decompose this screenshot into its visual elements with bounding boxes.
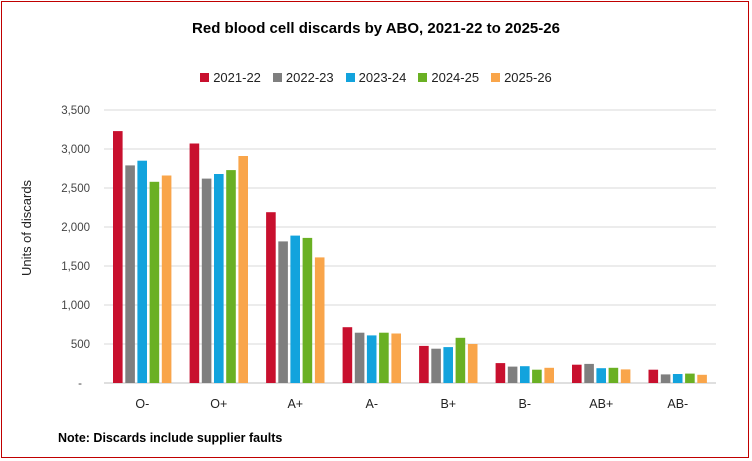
legend-swatch [272, 73, 282, 82]
bar-A+-2024-25 [302, 237, 313, 383]
bar-A+-2021-22 [266, 212, 276, 383]
bar-B--2025-26 [544, 367, 554, 383]
bar-AB--2021-22 [648, 369, 659, 383]
bar-B--2022-23 [507, 366, 518, 383]
bar-O+-2022-23 [201, 178, 212, 383]
x-axis-categories: O- O+ A+ A- B+ B- AB+ AB- [135, 397, 688, 411]
x-category-label: A+ [287, 397, 303, 411]
y-axis-ticks: - 500 1,000 1,500 2,000 2,500 3,000 3,500 [61, 105, 90, 390]
bar-AB--2025-26 [697, 374, 707, 383]
legend-label: 2025-26 [504, 70, 552, 85]
y-tick-label: 1,500 [61, 261, 90, 273]
legend-item-2025-26: 2025-26 [491, 70, 552, 85]
bar-AB+-2021-22 [572, 364, 582, 383]
legend-item-2021-22: 2021-22 [200, 70, 261, 85]
y-tick-label: 500 [71, 339, 90, 351]
bar-O--2025-26 [161, 175, 172, 383]
x-category-label: O+ [210, 397, 227, 411]
legend-label: 2024-25 [431, 70, 480, 85]
bar-AB+-2025-26 [620, 369, 631, 383]
bar-B+-2023-24 [443, 347, 453, 383]
bar-B--2024-25 [532, 369, 542, 383]
bar-O--2022-23 [125, 165, 135, 383]
bar-A+-2025-26 [314, 257, 325, 383]
bar-O--2021-22 [113, 131, 123, 383]
bar-A+-2022-23 [278, 241, 288, 383]
x-category-label: A- [366, 397, 379, 411]
y-tick-label: - [78, 378, 82, 390]
bar-AB--2024-25 [685, 373, 695, 383]
bar-O+-2024-25 [226, 170, 236, 383]
x-category-label: B- [519, 397, 532, 411]
y-axis-label: Units of discards [19, 179, 34, 276]
bar-A--2022-23 [354, 332, 365, 383]
bar-B+-2025-26 [467, 344, 478, 383]
bar-B--2023-24 [520, 366, 530, 383]
bar-B+-2021-22 [419, 345, 429, 383]
bar-O--2023-24 [137, 160, 147, 383]
x-category-label: B+ [440, 397, 456, 411]
bar-B--2021-22 [495, 363, 506, 383]
y-tick-label: 2,500 [61, 183, 90, 195]
bar-A+-2023-24 [290, 235, 300, 383]
y-tick-label: 3,000 [61, 144, 90, 156]
legend-swatch [491, 73, 501, 82]
legend-item-2024-25: 2024-25 [418, 70, 479, 85]
legend-item-2022-23: 2022-23 [272, 70, 334, 85]
bar-B+-2022-23 [431, 348, 441, 383]
bar-O--2024-25 [149, 181, 160, 383]
legend-label: 2022-23 [285, 70, 334, 85]
bar-O+-2023-24 [214, 174, 224, 383]
footnote: Note: Discards include supplier faults [58, 431, 283, 445]
bar-B+-2024-25 [455, 337, 466, 383]
legend-swatch [200, 73, 210, 82]
legend-swatch [345, 73, 355, 82]
bar-AB--2022-23 [660, 374, 671, 383]
legend-item-2023-24: 2023-24 [345, 70, 407, 85]
bar-A--2024-25 [379, 332, 389, 383]
bar-O+-2021-22 [189, 143, 200, 383]
bar-A--2025-26 [391, 333, 401, 383]
bar-A--2023-24 [366, 335, 377, 383]
bar-AB--2023-24 [672, 374, 683, 383]
bar-AB+-2024-25 [608, 367, 619, 383]
y-tick-label: 3,500 [61, 105, 90, 117]
chart-legend: 2021-22 2022-23 2023-24 2024-25 2025-26 [0, 70, 752, 85]
x-category-label: AB+ [589, 397, 613, 411]
bar-AB+-2023-24 [596, 368, 606, 383]
bar-O+-2025-26 [238, 156, 248, 383]
bars [113, 131, 707, 383]
legend-label: 2023-24 [358, 70, 407, 85]
y-tick-label: 2,000 [61, 222, 90, 234]
bar-A--2021-22 [342, 327, 353, 383]
chart-title: Red blood cell discards by ABO, 2021-22 … [192, 20, 560, 37]
x-category-label: O- [135, 397, 149, 411]
y-tick-label: 1,000 [61, 300, 90, 312]
legend-label: 2021-22 [213, 70, 261, 85]
legend-swatch [418, 73, 428, 82]
bar-AB+-2022-23 [584, 363, 594, 383]
x-category-label: AB- [667, 397, 688, 411]
